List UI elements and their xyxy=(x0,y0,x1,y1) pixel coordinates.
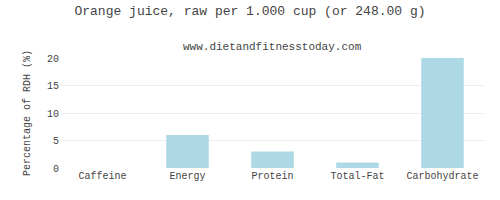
svg-text:Protein: Protein xyxy=(251,171,293,182)
svg-text:20: 20 xyxy=(47,54,59,65)
svg-text:Percentage of RDH (%): Percentage of RDH (%) xyxy=(22,50,33,176)
svg-text:5: 5 xyxy=(53,136,59,147)
svg-text:15: 15 xyxy=(47,81,59,92)
svg-text:www.dietandfitnesstoday.com: www.dietandfitnesstoday.com xyxy=(183,41,362,53)
svg-text:Total-Fat: Total-Fat xyxy=(330,171,384,182)
svg-text:Carbohydrate: Carbohydrate xyxy=(406,171,478,182)
svg-text:10: 10 xyxy=(47,109,59,120)
svg-text:Caffeine: Caffeine xyxy=(78,171,126,182)
svg-text:Energy: Energy xyxy=(169,171,205,182)
svg-text:Orange juice, raw per 1.000 cu: Orange juice, raw per 1.000 cup (or 248.… xyxy=(74,4,425,19)
svg-text:0: 0 xyxy=(53,164,59,175)
